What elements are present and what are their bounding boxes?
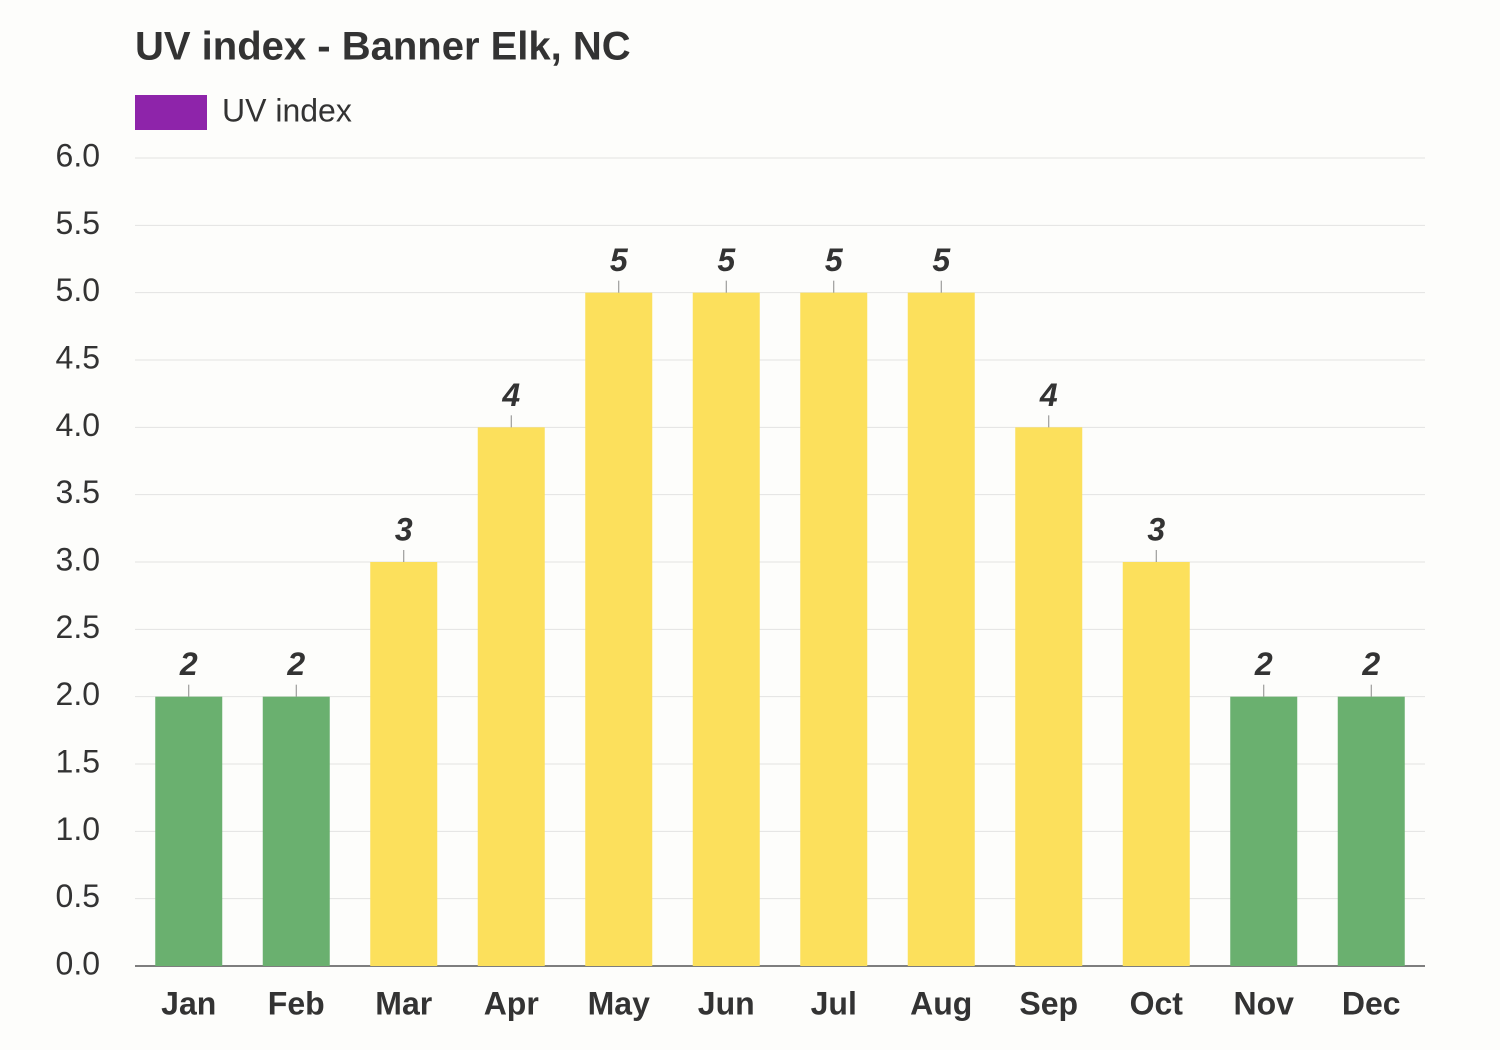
y-tick-label: 4.5 (56, 339, 100, 375)
y-tick-label: 4.0 (56, 407, 100, 443)
value-label: 5 (610, 242, 629, 278)
y-tick-label: 0.5 (56, 878, 100, 914)
x-tick-label: Aug (910, 985, 972, 1021)
legend-label: UV index (222, 92, 352, 128)
bar (692, 292, 760, 967)
value-label: 4 (1039, 377, 1058, 413)
y-tick-label: 3.0 (56, 541, 100, 577)
value-label: 5 (825, 242, 844, 278)
x-tick-label: Jan (161, 985, 216, 1021)
y-tick-label: 1.5 (56, 743, 100, 779)
x-tick-label: Oct (1130, 985, 1184, 1021)
y-tick-label: 1.0 (56, 811, 100, 847)
x-tick-label: Mar (375, 985, 432, 1021)
value-label: 3 (1147, 511, 1165, 547)
bar (1230, 696, 1298, 966)
y-tick-label: 5.5 (56, 205, 100, 241)
bar (477, 427, 545, 966)
bar (370, 562, 438, 966)
x-tick-label: May (588, 985, 650, 1021)
x-tick-label: Jun (698, 985, 755, 1021)
bar (800, 292, 868, 967)
legend-swatch (135, 95, 207, 130)
bar (262, 696, 330, 966)
bar (1015, 427, 1083, 966)
y-tick-label: 2.5 (56, 609, 100, 645)
value-label: 4 (501, 377, 520, 413)
x-tick-label: Jul (811, 985, 857, 1021)
x-tick-label: Dec (1342, 985, 1401, 1021)
x-tick-label: Sep (1019, 985, 1078, 1021)
value-label: 2 (1361, 646, 1380, 682)
y-tick-label: 2.0 (56, 676, 100, 712)
y-tick-label: 0.0 (56, 945, 100, 981)
chart-title: UV index - Banner Elk, NC (135, 25, 631, 69)
value-label: 2 (179, 646, 198, 682)
bar (1337, 696, 1405, 966)
value-label: 2 (1254, 646, 1273, 682)
value-label: 5 (932, 242, 951, 278)
y-tick-label: 3.5 (56, 474, 100, 510)
bar (1122, 562, 1190, 966)
value-label: 2 (286, 646, 305, 682)
x-tick-label: Feb (268, 985, 325, 1021)
value-label: 5 (717, 242, 736, 278)
bar (907, 292, 975, 967)
bar (155, 696, 223, 966)
x-tick-label: Nov (1234, 985, 1295, 1021)
value-label: 3 (395, 511, 413, 547)
y-tick-label: 5.0 (56, 272, 100, 308)
x-tick-label: Apr (484, 985, 539, 1021)
y-tick-label: 6.0 (56, 137, 100, 173)
bar (585, 292, 653, 967)
